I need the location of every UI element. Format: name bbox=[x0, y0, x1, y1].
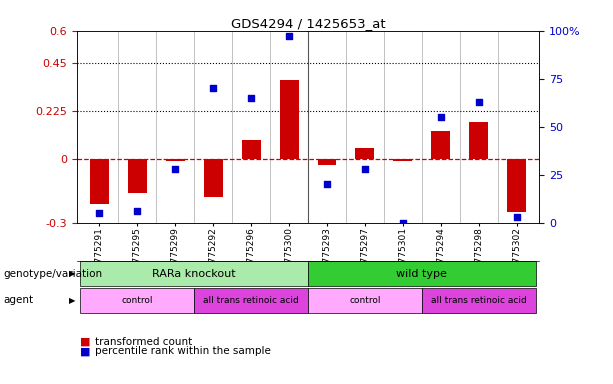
Text: ■: ■ bbox=[80, 346, 90, 356]
Point bbox=[284, 33, 294, 40]
Point bbox=[436, 114, 446, 120]
Bar bbox=[432, 131, 451, 159]
Bar bbox=[280, 80, 299, 159]
Text: agent: agent bbox=[3, 295, 33, 306]
Point bbox=[208, 85, 218, 91]
Text: ▶: ▶ bbox=[69, 269, 75, 278]
Point bbox=[170, 166, 180, 172]
Bar bbox=[356, 148, 375, 159]
Point bbox=[398, 220, 408, 226]
Text: genotype/variation: genotype/variation bbox=[3, 268, 102, 279]
Text: all trans retinoic acid: all trans retinoic acid bbox=[431, 296, 527, 305]
Bar bbox=[318, 159, 337, 165]
Text: wild type: wild type bbox=[397, 268, 447, 279]
Bar bbox=[507, 159, 526, 212]
Text: RARa knockout: RARa knockout bbox=[153, 268, 236, 279]
Text: ■: ■ bbox=[80, 337, 90, 347]
Text: control: control bbox=[121, 296, 153, 305]
Text: transformed count: transformed count bbox=[95, 337, 192, 347]
Bar bbox=[166, 159, 185, 161]
Bar bbox=[90, 159, 109, 204]
Bar bbox=[470, 122, 488, 159]
Text: all trans retinoic acid: all trans retinoic acid bbox=[204, 296, 299, 305]
Point bbox=[132, 208, 142, 214]
Text: control: control bbox=[349, 296, 381, 305]
Point bbox=[360, 166, 370, 172]
Bar bbox=[204, 159, 223, 197]
Text: ▶: ▶ bbox=[69, 296, 75, 305]
Bar bbox=[242, 139, 261, 159]
Bar bbox=[128, 159, 147, 193]
Point bbox=[94, 210, 104, 216]
Point bbox=[512, 214, 522, 220]
Title: GDS4294 / 1425653_at: GDS4294 / 1425653_at bbox=[230, 17, 386, 30]
Point bbox=[246, 95, 256, 101]
Bar bbox=[394, 159, 413, 161]
Text: percentile rank within the sample: percentile rank within the sample bbox=[95, 346, 271, 356]
Point bbox=[474, 99, 484, 105]
Point bbox=[322, 181, 332, 187]
